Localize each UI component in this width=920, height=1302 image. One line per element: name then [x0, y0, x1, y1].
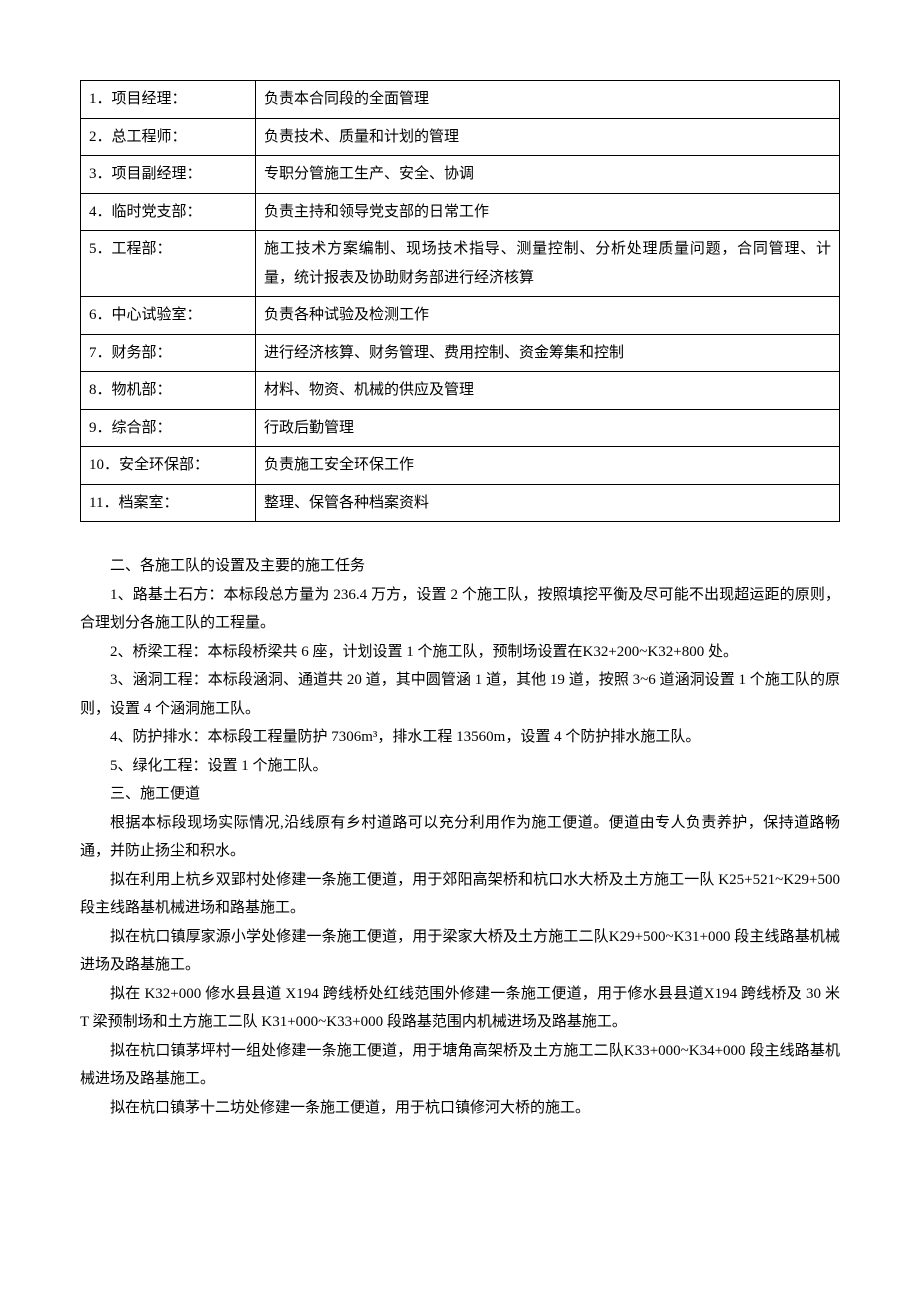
responsibilities-table: 1．项目经理：负责本合同段的全面管理2．总工程师：负责技术、质量和计划的管理3．… — [80, 80, 840, 522]
table-cell-right: 负责技术、质量和计划的管理 — [256, 118, 840, 156]
paragraph: 拟在利用上杭乡双郢村处修建一条施工便道，用于郊阳高架桥和杭口水大桥及土方施工一队… — [80, 866, 840, 923]
table-row: 4．临时党支部：负责主持和领导党支部的日常工作 — [81, 193, 840, 231]
table-row: 8．物机部：材料、物资、机械的供应及管理 — [81, 372, 840, 410]
table-cell-left: 9．综合部： — [81, 409, 256, 447]
table-row: 1．项目经理：负责本合同段的全面管理 — [81, 81, 840, 119]
paragraph: 4、防护排水：本标段工程量防护 7306m³，排水工程 13560m，设置 4 … — [80, 723, 840, 752]
table-cell-right: 整理、保管各种档案资料 — [256, 484, 840, 522]
paragraph: 拟在杭口镇茅十二坊处修建一条施工便道，用于杭口镇修河大桥的施工。 — [80, 1094, 840, 1123]
table-cell-right: 负责本合同段的全面管理 — [256, 81, 840, 119]
table-cell-left: 8．物机部： — [81, 372, 256, 410]
table-body: 1．项目经理：负责本合同段的全面管理2．总工程师：负责技术、质量和计划的管理3．… — [81, 81, 840, 522]
paragraph: 三、施工便道 — [80, 780, 840, 809]
table-row: 2．总工程师：负责技术、质量和计划的管理 — [81, 118, 840, 156]
table-row: 7．财务部：进行经济核算、财务管理、费用控制、资金筹集和控制 — [81, 334, 840, 372]
table-cell-left: 4．临时党支部： — [81, 193, 256, 231]
paragraph: 1、路基土石方：本标段总方量为 236.4 万方，设置 2 个施工队，按照填挖平… — [80, 581, 840, 638]
table-cell-right: 负责各种试验及检测工作 — [256, 297, 840, 335]
table-cell-left: 1．项目经理： — [81, 81, 256, 119]
table-cell-left: 3．项目副经理： — [81, 156, 256, 194]
paragraph: 3、涵洞工程：本标段涵洞、通道共 20 道，其中圆管涵 1 道，其他 19 道，… — [80, 666, 840, 723]
table-cell-right: 负责主持和领导党支部的日常工作 — [256, 193, 840, 231]
table-cell-left: 11．档案室： — [81, 484, 256, 522]
table-row: 5．工程部：施工技术方案编制、现场技术指导、测量控制、分析处理质量问题，合同管理… — [81, 231, 840, 297]
table-cell-right: 材料、物资、机械的供应及管理 — [256, 372, 840, 410]
table-row: 11．档案室：整理、保管各种档案资料 — [81, 484, 840, 522]
table-row: 3．项目副经理：专职分管施工生产、安全、协调 — [81, 156, 840, 194]
table-cell-right: 行政后勤管理 — [256, 409, 840, 447]
paragraph: 二、各施工队的设置及主要的施工任务 — [80, 552, 840, 581]
table-cell-right: 进行经济核算、财务管理、费用控制、资金筹集和控制 — [256, 334, 840, 372]
paragraph: 2、桥梁工程：本标段桥梁共 6 座，计划设置 1 个施工队，预制场设置在K32+… — [80, 638, 840, 667]
table-row: 9．综合部：行政后勤管理 — [81, 409, 840, 447]
paragraph: 拟在杭口镇茅坪村一组处修建一条施工便道，用于塘角高架桥及土方施工二队K33+00… — [80, 1037, 840, 1094]
table-cell-left: 7．财务部： — [81, 334, 256, 372]
table-row: 6．中心试验室：负责各种试验及检测工作 — [81, 297, 840, 335]
table-cell-left: 6．中心试验室： — [81, 297, 256, 335]
table-cell-left: 5．工程部： — [81, 231, 256, 297]
table-row: 10．安全环保部：负责施工安全环保工作 — [81, 447, 840, 485]
paragraph: 5、绿化工程：设置 1 个施工队。 — [80, 752, 840, 781]
paragraph: 拟在杭口镇厚家源小学处修建一条施工便道，用于梁家大桥及土方施工二队K29+500… — [80, 923, 840, 980]
table-cell-left: 2．总工程师： — [81, 118, 256, 156]
paragraph: 拟在 K32+000 修水县县道 X194 跨线桥处红线范围外修建一条施工便道，… — [80, 980, 840, 1037]
table-cell-right: 专职分管施工生产、安全、协调 — [256, 156, 840, 194]
table-cell-right: 施工技术方案编制、现场技术指导、测量控制、分析处理质量问题，合同管理、计量，统计… — [256, 231, 840, 297]
table-cell-left: 10．安全环保部： — [81, 447, 256, 485]
paragraphs-container: 二、各施工队的设置及主要的施工任务1、路基土石方：本标段总方量为 236.4 万… — [80, 552, 840, 1122]
paragraph: 根据本标段现场实际情况,沿线原有乡村道路可以充分利用作为施工便道。便道由专人负责… — [80, 809, 840, 866]
table-cell-right: 负责施工安全环保工作 — [256, 447, 840, 485]
